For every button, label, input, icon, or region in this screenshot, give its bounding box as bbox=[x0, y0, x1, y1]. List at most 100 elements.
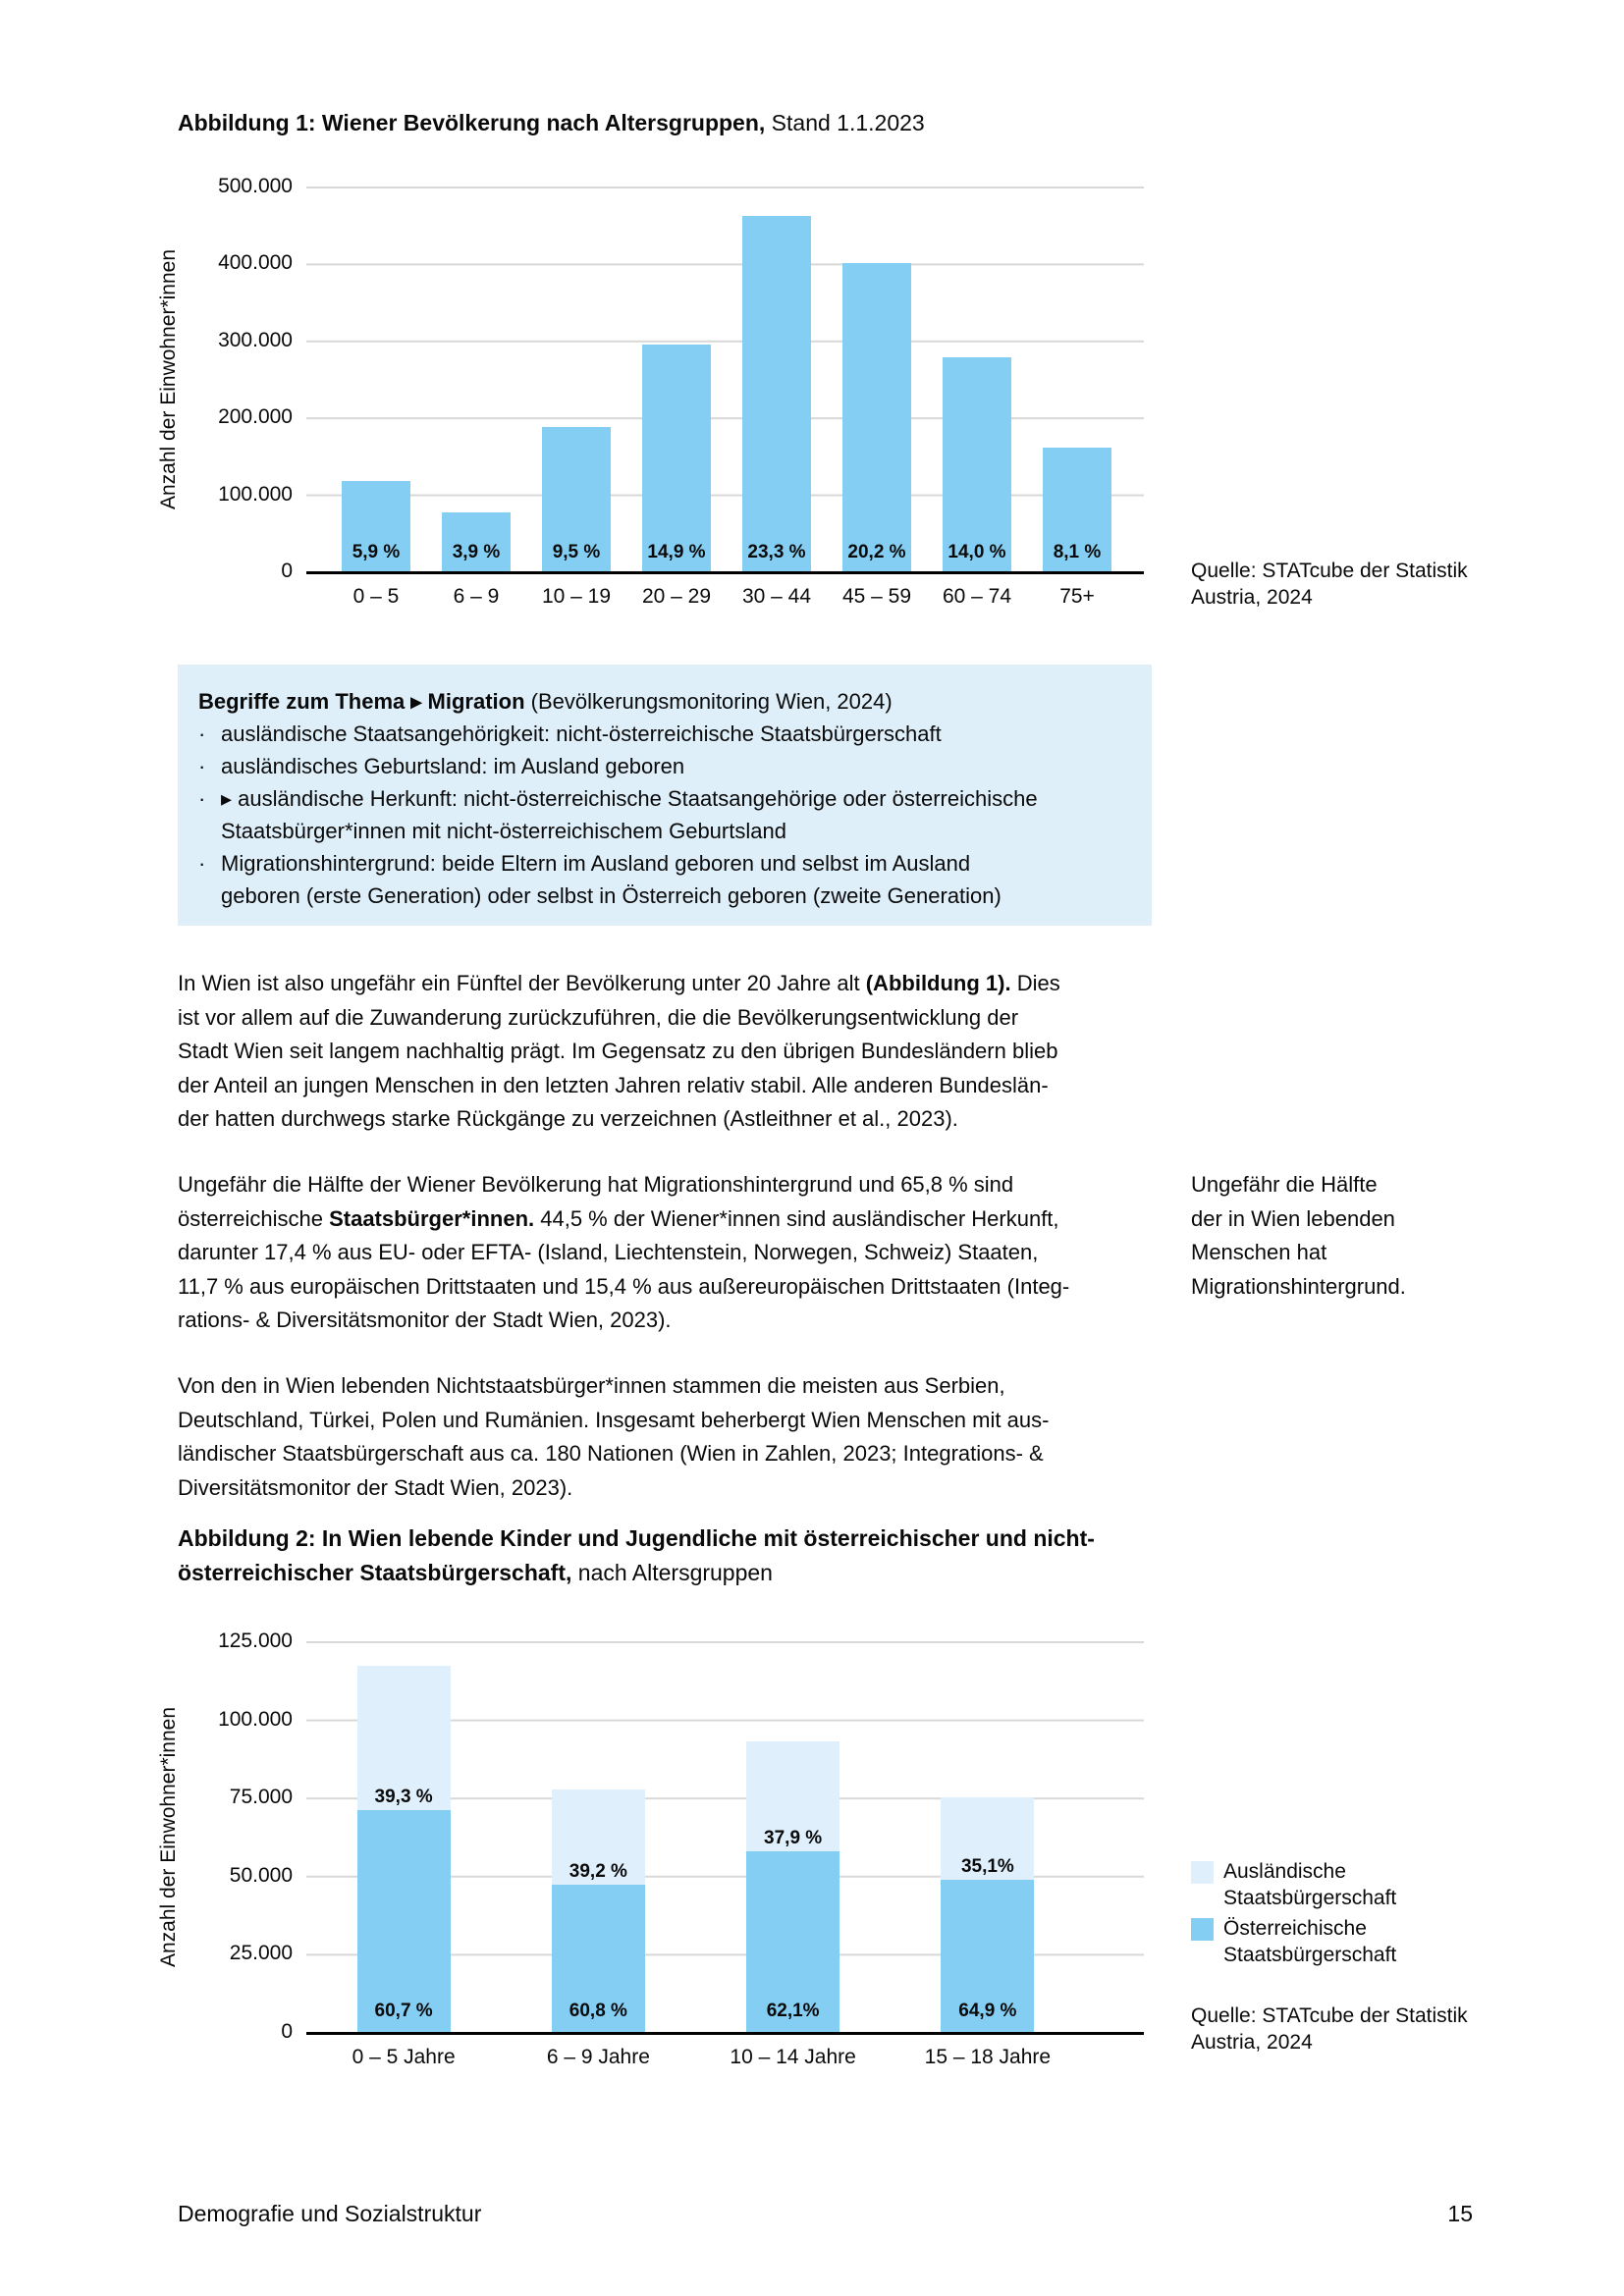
legend-entry-austrian: Österreichische Staatsbürgerschaft bbox=[1191, 1915, 1435, 1968]
p1-line: ist vor allem auf die Zuwanderung zurück… bbox=[178, 1004, 1019, 1030]
fig1-xtick-6: 60 – 74 bbox=[942, 585, 1012, 608]
fig2-seg-austrian-2: 62,1% bbox=[746, 1850, 840, 2032]
fig2-stack-1: 39,2 % 60,8 % bbox=[551, 1789, 645, 2032]
fig1-bar-20 – 29: 14,9 % bbox=[642, 344, 711, 571]
fig1-bar-label-2: 9,5 % bbox=[552, 542, 601, 562]
migration-terms-infobox: Begriffe zum Thema ▸ Migration (Bevölker… bbox=[178, 665, 1152, 926]
fig1-slot-4: 23,3 % bbox=[727, 187, 827, 571]
fig1-slot-3: 14,9 % bbox=[626, 187, 727, 571]
p1-line: der Anteil an jungen Menschen in den let… bbox=[178, 1072, 1049, 1097]
fig1-slot-1: 3,9 % bbox=[426, 187, 526, 571]
ytick-125.000: 125.000 bbox=[218, 1629, 293, 1652]
infobox-item-line: Staatsbürger*innen mit nicht-österreichi… bbox=[221, 819, 786, 843]
fig2-source: Quelle: STATcube der Statistik Austria, … bbox=[1191, 2002, 1468, 2056]
p1-line: Stadt Wien seit langem nachhaltig prägt.… bbox=[178, 1039, 1058, 1063]
fig1-bar-label-0: 5,9 % bbox=[352, 542, 401, 562]
fig2-title-bold: Abbildung 2: In Wien lebende Kinder und … bbox=[178, 1525, 1095, 1551]
ytick-400.000: 400.000 bbox=[218, 251, 293, 275]
infobox-title-bold: Begriffe zum Thema ▸ Migration bbox=[198, 689, 525, 714]
bullet-icon: · bbox=[198, 721, 206, 746]
ytick-500.000: 500.000 bbox=[218, 175, 293, 197]
footer-section-title: Demografie und Sozialstruktur bbox=[178, 2201, 482, 2226]
fig2-seg-foreign-0: 39,3 % bbox=[356, 1666, 451, 1810]
p2-text: 44,5 % der Wiener*innen sind ausländisch… bbox=[534, 1205, 1059, 1231]
p3-line: ländischer Staatsbürgerschaft aus ca. 18… bbox=[178, 1441, 1044, 1466]
p1-text: Dies bbox=[1010, 971, 1060, 995]
p1-bold: (Abbildung 1). bbox=[865, 971, 1011, 995]
fig2-xlabels: 0 – 5 Jahre 6 – 9 Jahre 10 – 14 Jahre 15 – … bbox=[306, 2046, 1085, 2069]
ytick-0: 0 bbox=[281, 2020, 293, 2043]
fig1-xlabels: 0 – 5 6 – 9 10 – 19 20 – 29 30 – 44 45 – 59 60… bbox=[326, 585, 1127, 609]
infobox-item: · ausländisches Geburtsland: im Ausland … bbox=[198, 750, 1126, 782]
fig2-slot-0: 39,3 % 60,7 % bbox=[306, 1641, 501, 2032]
fig1-bar-10 – 19: 9,5 % bbox=[542, 426, 611, 571]
fig2-title-line1: Abbildung 2: In Wien lebende Kinder und … bbox=[178, 1522, 1095, 1556]
infobox-item: · Migrationshintergrund: beide Eltern im… bbox=[198, 847, 1126, 912]
infobox-item-line: Migrationshintergrund: beide Eltern im A… bbox=[221, 851, 971, 876]
fig1-xtick-5: 45 – 59 bbox=[841, 585, 912, 608]
fig2-title: Abbildung 2: In Wien lebende Kinder und … bbox=[178, 1522, 1095, 1590]
fig2-yticks: 125.000 100.000 75.000 50.000 25.000 0 bbox=[137, 1629, 293, 2043]
fig2-title-rest: nach Altersgruppen bbox=[571, 1560, 773, 1585]
fig1-bar-45 – 59: 20,2 % bbox=[842, 263, 911, 571]
p3-line: Deutschland, Türkei, Polen und Rumänien.… bbox=[178, 1407, 1050, 1432]
fig2-slot-2: 37,9 % 62,1% bbox=[696, 1641, 891, 2032]
fig2-label-foreign-1: 39,2 % bbox=[568, 1861, 627, 1883]
fig2-xtick-3: 15 – 18 Jahre bbox=[924, 2046, 1052, 2068]
fig1-bar-label-1: 3,9 % bbox=[452, 542, 501, 562]
infobox-title-rest: (Bevölkerungsmonitoring Wien, 2024) bbox=[524, 689, 893, 714]
ytick-0: 0 bbox=[281, 560, 293, 582]
fig1-bar-75+: 8,1 % bbox=[1043, 447, 1111, 571]
fig1-bar-label-5: 20,2 % bbox=[847, 542, 906, 562]
fig1-title: Abbildung 1: Wiener Bevölkerung nach Alt… bbox=[178, 106, 925, 140]
fig1-bar-label-6: 14,0 % bbox=[947, 542, 1006, 562]
fig1-xtick-2: 10 – 19 bbox=[541, 585, 612, 608]
fig2-xtick-2: 10 – 14 Jahre bbox=[730, 2046, 856, 2068]
infobox-item-line: geboren (erste Generation) oder selbst i… bbox=[221, 883, 1001, 908]
fig2-label-foreign-0: 39,3 % bbox=[374, 1786, 433, 1807]
fig2-stack-0: 39,3 % 60,7 % bbox=[356, 1666, 451, 2032]
fig2-source-line2: Austria, 2024 bbox=[1191, 2031, 1313, 2054]
fig2-legend: Ausländische Staatsbürgerschaft Österrei… bbox=[1191, 1858, 1435, 1972]
legend-swatch-austrian bbox=[1191, 1918, 1214, 1941]
ytick-300.000: 300.000 bbox=[218, 328, 293, 351]
fig2-label-foreign-3: 35,1% bbox=[960, 1855, 1014, 1877]
fig1-slot-7: 8,1 % bbox=[1027, 187, 1127, 571]
fig2-seg-foreign-3: 35,1% bbox=[941, 1797, 1035, 1880]
fig1-bars: 5,9 % 3,9 % 9,5 % 14,9 % 23,3 % 20,2 % 14,0 % 8… bbox=[326, 187, 1127, 571]
fig1-xtick-3: 20 – 29 bbox=[641, 585, 712, 608]
fig2-seg-foreign-1: 39,2 % bbox=[551, 1789, 645, 1886]
fig1-bar-60 – 74: 14,0 % bbox=[943, 357, 1011, 571]
p3-line: Von den in Wien lebenden Nichtstaatsbürg… bbox=[178, 1373, 1005, 1398]
fig1-xtick-7: 75+ bbox=[1059, 585, 1095, 608]
fig2-label-austrian-2: 62,1% bbox=[766, 2001, 820, 2021]
fig1-bar-label-4: 23,3 % bbox=[747, 542, 806, 562]
fig1-slot-6: 14,0 % bbox=[927, 187, 1027, 571]
legend-label-foreign: Ausländische Staatsbürgerschaft bbox=[1223, 1860, 1397, 1909]
infobox-item: · ausländische Staatsangehörigkeit: nich… bbox=[198, 718, 1126, 750]
p2-line: darunter 17,4 % aus EU- oder EFTA- (Isla… bbox=[178, 1240, 1039, 1264]
fig1-slot-5: 20,2 % bbox=[827, 187, 927, 571]
paragraph-2: Ungefähr die Hälfte der Wiener Bevölkeru… bbox=[178, 1168, 1160, 1338]
p2-line: Ungefähr die Hälfte der Wiener Bevölkeru… bbox=[178, 1172, 1014, 1197]
margin-note-line: Menschen hat bbox=[1191, 1240, 1327, 1264]
legend-label-austrian: Österreichische Staatsbürgerschaft bbox=[1223, 1917, 1397, 1966]
fig1-bar-6 – 9: 3,9 % bbox=[442, 511, 511, 571]
p1-line: der hatten durchwegs starke Rückgänge zu… bbox=[178, 1106, 958, 1131]
p2-bold: Staatsbürger*innen. bbox=[329, 1205, 535, 1231]
p2-line: österreichische Staatsbürger*innen. 44,5… bbox=[178, 1202, 1160, 1237]
fig2-title-bold: österreichischer Staatsbürgerschaft, bbox=[178, 1560, 572, 1585]
margin-note-line: Ungefähr die Hälfte bbox=[1191, 1172, 1378, 1197]
fig1-yticks: 500.000 400.000 300.000 200.000 100.000 0 bbox=[137, 175, 293, 582]
bullet-icon: · bbox=[198, 786, 206, 811]
fig2-stack-3: 35,1% 64,9 % bbox=[941, 1797, 1035, 2032]
fig2-source-line1: Quelle: STATcube der Statistik bbox=[1191, 2004, 1468, 2027]
ytick-25.000: 25.000 bbox=[229, 1942, 293, 1965]
bullet-icon: · bbox=[198, 851, 206, 876]
fig1-bar-30 – 44: 23,3 % bbox=[742, 215, 811, 571]
fig2-label-austrian-1: 60,8 % bbox=[568, 2001, 627, 2021]
fig2-label-foreign-2: 37,9 % bbox=[764, 1827, 823, 1848]
infobox-item-text: ausländische Staatsangehörigkeit: nicht-… bbox=[221, 721, 942, 746]
fig2-xtick-0: 0 – 5 Jahre bbox=[352, 2046, 456, 2068]
p2-line: rations- & Diversitätsmonitor der Stadt … bbox=[178, 1308, 672, 1332]
